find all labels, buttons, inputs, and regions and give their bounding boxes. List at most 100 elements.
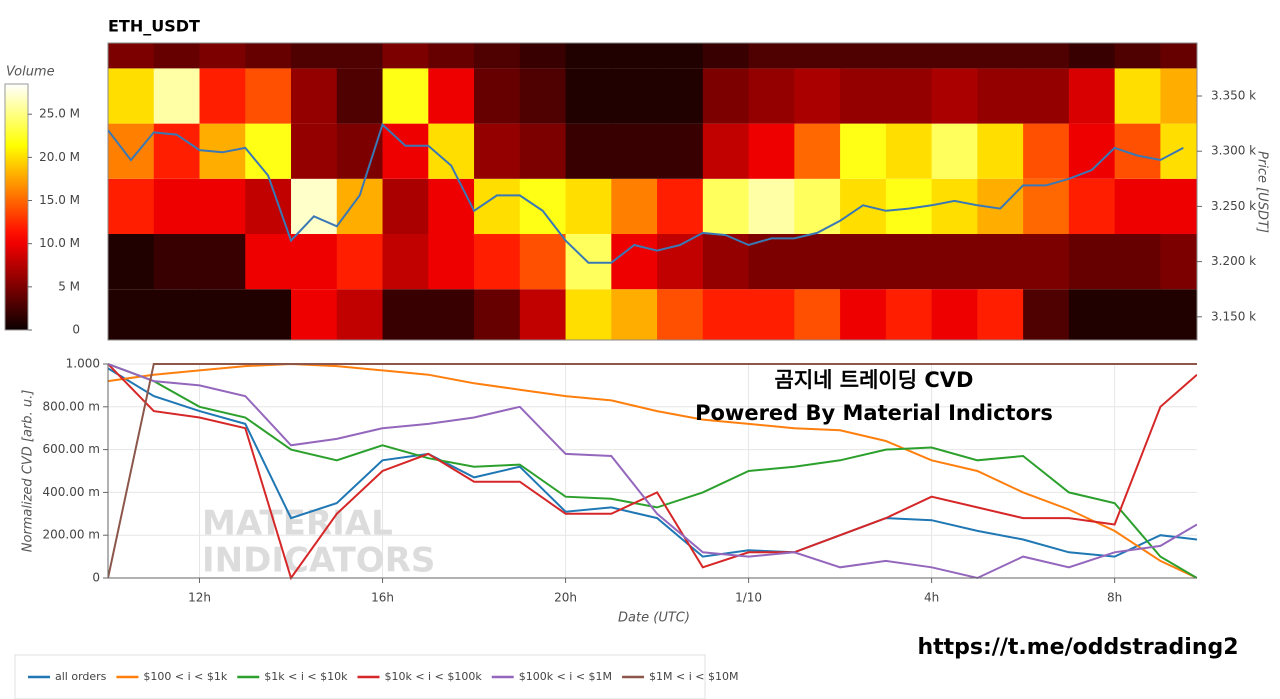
heatmap-cell xyxy=(977,43,1024,69)
heatmap-cell xyxy=(840,43,887,69)
heatmap-cell xyxy=(977,68,1024,124)
heatmap-cell xyxy=(1023,68,1070,124)
heatmap-cell xyxy=(794,68,841,124)
y-tick-label: 3.200 k xyxy=(1211,254,1256,268)
heatmap-cell xyxy=(657,289,704,340)
y-tick-label: 1.000 xyxy=(66,357,100,371)
y-tick-label: 3.300 k xyxy=(1211,144,1256,158)
heatmap-cell xyxy=(748,68,795,124)
heatmap-cell xyxy=(1068,43,1116,69)
cvd-line xyxy=(108,367,1197,558)
heatmap-cell xyxy=(611,68,658,124)
heatmap-cell xyxy=(885,68,933,124)
x-tick-label: 1/10 xyxy=(735,591,762,605)
heatmap-cell xyxy=(474,234,521,290)
heatmap-cell xyxy=(519,178,567,235)
heatmap-cell xyxy=(336,68,384,124)
legend-label: $1k < i < $10k xyxy=(264,670,348,683)
heatmap-cell xyxy=(382,234,429,290)
y-tick-label: 0 xyxy=(92,571,100,585)
heatmap-cell xyxy=(565,43,612,69)
heatmap-cell xyxy=(153,68,201,124)
heatmap-cell xyxy=(474,123,521,179)
x-tick-label: 20h xyxy=(554,591,577,605)
heatmap-cell xyxy=(794,123,841,179)
colorbar xyxy=(4,83,29,331)
y-tick-label: 3.250 k xyxy=(1211,199,1256,213)
y-axis-title: Normalized CVD [arb. u.] xyxy=(21,390,36,553)
y-tick-label: 3.150 k xyxy=(1211,309,1256,323)
heatmap-cell xyxy=(565,68,612,124)
heatmap-cell xyxy=(245,289,292,340)
x-tick-label: 4h xyxy=(924,591,939,605)
heatmap-cell xyxy=(474,43,521,69)
heatmap-cell xyxy=(1068,289,1116,340)
y-tick-label: 3.350 k xyxy=(1211,88,1256,102)
heatmap-cell xyxy=(199,43,246,69)
heatmap-cell xyxy=(657,123,704,179)
heatmap-cell xyxy=(1068,234,1116,290)
heatmap-cell xyxy=(153,234,201,290)
heatmap-cell xyxy=(794,43,841,69)
heatmap-cell xyxy=(1114,234,1161,290)
heatmap-cell xyxy=(108,43,155,69)
heatmap-cell xyxy=(336,234,384,290)
y-tick-label: 400.00 m xyxy=(43,485,101,499)
heatmap-cell xyxy=(474,68,521,124)
heatmap-cell xyxy=(336,178,384,235)
legend-label: $10k < i < $100k xyxy=(384,670,482,683)
heatmap-cell xyxy=(108,68,155,124)
heatmap-cell xyxy=(519,234,567,290)
heatmap-cell xyxy=(611,178,658,235)
heatmap-cell xyxy=(885,234,933,290)
x-axis-title: Date (UTC) xyxy=(618,611,690,626)
heatmap-cell xyxy=(1160,289,1197,340)
heatmap-cell xyxy=(1023,178,1070,235)
heatmap-cell xyxy=(657,68,704,124)
colorbar-tick-label: 25.0 M xyxy=(39,107,80,121)
heatmap-cell xyxy=(565,123,612,179)
price-line xyxy=(108,122,1184,264)
cvd-line xyxy=(108,363,1197,579)
heatmap-cell xyxy=(931,234,978,290)
colorbar-tick-label: 5 M xyxy=(58,279,80,293)
heatmap-cell xyxy=(1023,234,1070,290)
heatmap-cell xyxy=(702,178,750,235)
heatmap-cell xyxy=(748,123,795,179)
y-tick-label: 200.00 m xyxy=(43,528,101,542)
heatmap-cell xyxy=(199,289,246,340)
y-tick-label: 800.00 m xyxy=(43,399,101,413)
heatmap-cell xyxy=(794,178,841,235)
heatmap-cell xyxy=(977,123,1024,179)
heatmap-cell xyxy=(931,289,978,340)
heatmap-cell xyxy=(1114,43,1161,69)
heatmap-cell xyxy=(291,68,338,124)
x-tick-label: 8h xyxy=(1107,591,1122,605)
heatmap-cell xyxy=(794,289,841,340)
heatmap-cell xyxy=(519,289,567,340)
heatmap xyxy=(108,43,1197,340)
heatmap-cell xyxy=(108,123,155,179)
heatmap-cell xyxy=(657,43,704,69)
heatmap-cell xyxy=(931,123,978,179)
heatmap-cell xyxy=(291,178,338,235)
heatmap-cell xyxy=(291,289,338,340)
heatmap-cell xyxy=(611,289,658,340)
x-tick-label: 16h xyxy=(371,591,394,605)
colorbar-tick-label: 10.0 M xyxy=(39,236,80,250)
heatmap-cell xyxy=(977,289,1024,340)
heatmap-cell xyxy=(840,68,887,124)
heatmap-cell xyxy=(108,178,155,235)
heatmap-cell xyxy=(1023,289,1070,340)
heatmap-cell xyxy=(428,43,475,69)
heatmap-cell xyxy=(611,234,658,290)
heatmap-cell xyxy=(108,289,155,340)
heatmap-cell xyxy=(153,178,201,235)
colorbar-tick-label: 15.0 M xyxy=(39,193,80,207)
heatmap-cell xyxy=(657,178,704,235)
heatmap-cell xyxy=(1023,123,1070,179)
heatmap-cell xyxy=(382,178,429,235)
heatmap-cell xyxy=(1160,234,1197,290)
heatmap-cell xyxy=(885,289,933,340)
